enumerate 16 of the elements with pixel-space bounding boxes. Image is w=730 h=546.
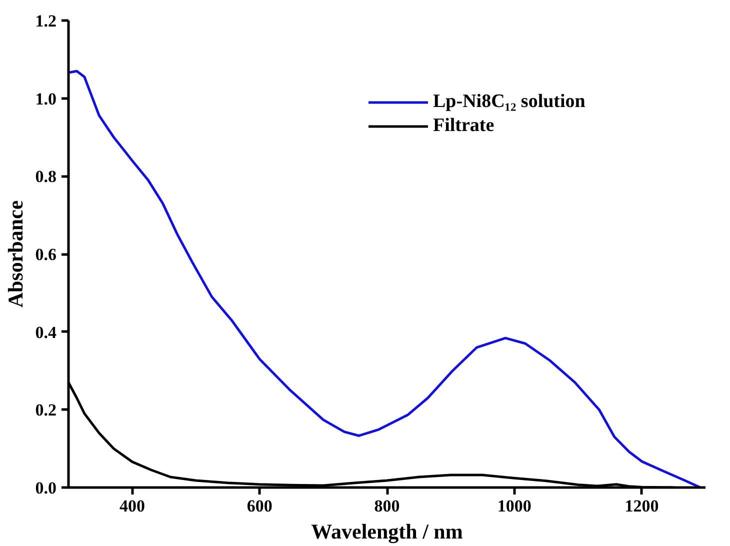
y-tick-label: 0.0 bbox=[35, 478, 56, 498]
y-tick-label: 0.6 bbox=[35, 245, 56, 264]
x-tick-label: 1000 bbox=[497, 496, 532, 516]
x-axis-title: Wavelength / nm bbox=[311, 520, 464, 544]
x-tick-label: 600 bbox=[246, 496, 272, 516]
x-tick-label: 800 bbox=[374, 496, 400, 516]
legend-label: Filtrate bbox=[433, 115, 494, 137]
y-axis-title: Absorbance bbox=[3, 200, 28, 308]
x-tick-label: 1200 bbox=[624, 496, 659, 516]
y-tick-label: 0.8 bbox=[35, 167, 56, 186]
y-tick-label: 1.2 bbox=[35, 12, 56, 30]
x-tick-label: 400 bbox=[119, 496, 145, 516]
y-tick-label: 0.4 bbox=[35, 322, 57, 342]
y-tick-label: 1.0 bbox=[35, 89, 56, 108]
y-tick-label: 0.2 bbox=[35, 400, 56, 420]
legend-label: Lp-Ni8C₁₂ solution bbox=[433, 91, 586, 113]
